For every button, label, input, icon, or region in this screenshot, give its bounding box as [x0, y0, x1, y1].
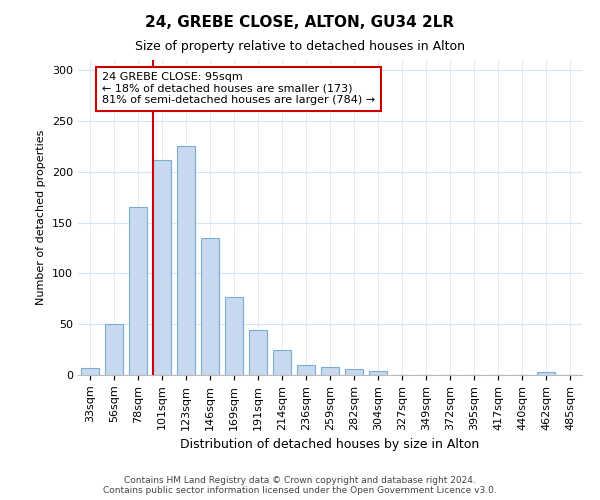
Text: Contains HM Land Registry data © Crown copyright and database right 2024.
Contai: Contains HM Land Registry data © Crown c…	[103, 476, 497, 495]
Bar	[345, 369, 363, 375]
Bar	[177, 146, 195, 375]
Bar	[201, 238, 219, 375]
Bar	[225, 297, 243, 375]
Text: 24 GREBE CLOSE: 95sqm
← 18% of detached houses are smaller (173)
81% of semi-det: 24 GREBE CLOSE: 95sqm ← 18% of detached …	[102, 72, 375, 106]
Text: 24, GREBE CLOSE, ALTON, GU34 2LR: 24, GREBE CLOSE, ALTON, GU34 2LR	[145, 15, 455, 30]
Bar	[105, 324, 123, 375]
Y-axis label: Number of detached properties: Number of detached properties	[37, 130, 46, 305]
Bar	[537, 372, 555, 375]
Bar	[369, 371, 387, 375]
Bar	[273, 350, 291, 375]
Bar	[153, 160, 171, 375]
Text: Size of property relative to detached houses in Alton: Size of property relative to detached ho…	[135, 40, 465, 53]
Bar	[249, 330, 267, 375]
Bar	[129, 208, 147, 375]
Bar	[321, 367, 339, 375]
Bar	[81, 368, 99, 375]
Bar	[297, 365, 315, 375]
X-axis label: Distribution of detached houses by size in Alton: Distribution of detached houses by size …	[181, 438, 479, 451]
